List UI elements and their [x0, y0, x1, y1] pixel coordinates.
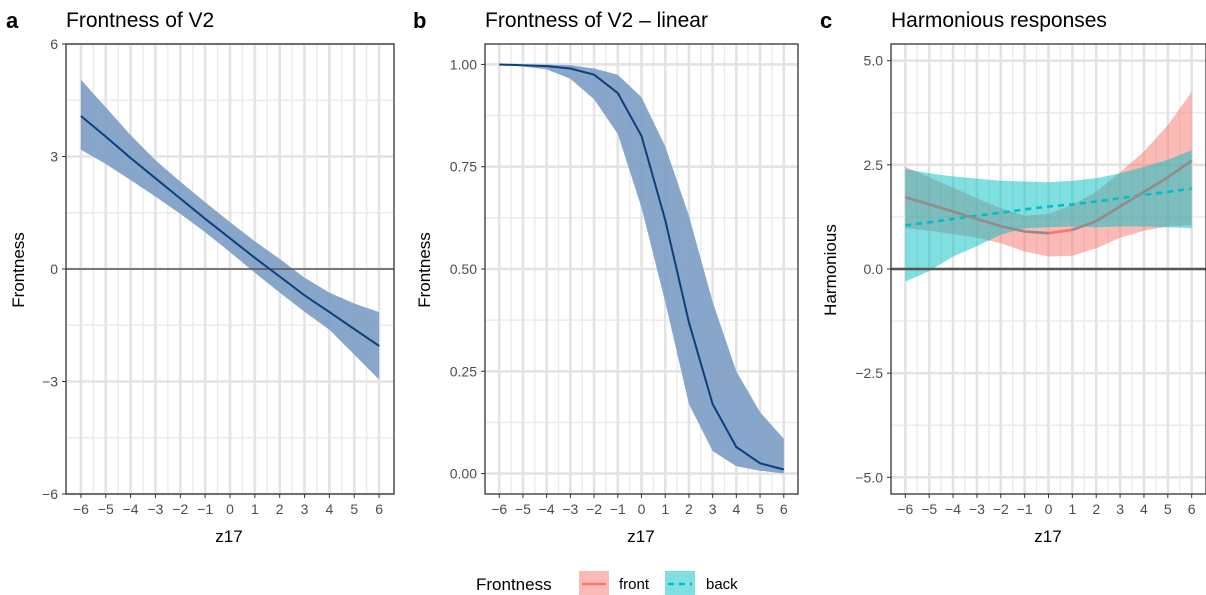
fit-line: [499, 63, 785, 471]
y-tick-label: 0.00: [450, 466, 477, 482]
x-tick-label: 3: [709, 501, 717, 517]
y-tick-label: 2.5: [864, 157, 884, 173]
y-tick-label: −6: [42, 486, 58, 502]
x-tick-label: 6: [375, 501, 383, 517]
x-tick-label: −2: [172, 501, 188, 517]
x-tick-label: 2: [1092, 501, 1100, 517]
x-tick-label: 5: [1164, 501, 1172, 517]
y-tick-label: 6: [50, 36, 58, 52]
x-tick-label: 2: [276, 501, 284, 517]
x-tick-label: −4: [945, 501, 961, 517]
y-tick-label: −3: [42, 374, 58, 390]
panel-b-ylabel: Frontness: [415, 232, 434, 308]
x-tick-label: 0: [226, 501, 234, 517]
x-tick-label: 6: [1188, 501, 1196, 517]
y-tick-label: 0.75: [450, 159, 477, 175]
y-tick-label: 0.0: [864, 261, 884, 277]
legend: Frontness front back: [476, 571, 738, 595]
x-tick-label: 5: [756, 501, 764, 517]
x-tick-label: 2: [685, 501, 693, 517]
y-tick-label: −2.5: [855, 365, 883, 381]
confidence-ribbon: [80, 79, 380, 380]
panel-a-ylabel: Frontness: [9, 232, 28, 308]
legend-title: Frontness: [476, 575, 552, 594]
panel-a-title: Frontness of V2: [66, 9, 214, 32]
x-tick-label: 3: [1116, 501, 1124, 517]
confidence-ribbon: [499, 64, 784, 474]
panel-c-ylabel: Harmonious: [821, 224, 840, 316]
x-tick-label: −3: [969, 501, 985, 517]
y-tick-label: 1.00: [450, 56, 477, 72]
panel-b-plot: −6 −5 −4 −3 −2 −1 0 1 2 3 4 5 6 0.00 0.25 0.50 0.75 1.00: [450, 43, 799, 517]
panel-c: c Harmonious responses Harmonious z17 −6…: [820, 8, 1206, 546]
ribbon-back: [905, 150, 1192, 282]
line-front-overlap-left: [904, 196, 1049, 235]
x-tick-label: 4: [732, 501, 740, 517]
x-tick-label: 4: [325, 501, 333, 517]
x-tick-label: 5: [350, 501, 358, 517]
x-tick-label: −1: [610, 501, 626, 517]
panel-b: b Frontness of V2 – linear Frontness z17…: [413, 8, 799, 546]
y-tick-label: 3: [50, 149, 58, 165]
panel-c-plot: −6 −5 −4 −3 −2 −1 0 1 2 3 4 5 6 −5.0 −2.5 0.0 2.5 5.0: [855, 43, 1206, 517]
x-tick-label: 3: [301, 501, 309, 517]
y-tick-label: 5.0: [864, 53, 884, 69]
panel-c-xlabel: z17: [1034, 527, 1061, 546]
x-tick-label: −3: [147, 501, 163, 517]
y-tick-label: −5.0: [855, 469, 883, 485]
y-tick-label: 0: [50, 261, 58, 277]
panel-a-letter: a: [6, 8, 19, 33]
x-tick-label: −5: [921, 501, 937, 517]
x-tick-label: −6: [491, 501, 507, 517]
x-tick-label: −4: [123, 501, 139, 517]
x-tick-label: −5: [515, 501, 531, 517]
line-front-overlap-right: [1071, 159, 1193, 232]
x-tick-label: 0: [638, 501, 646, 517]
x-tick-label: 0: [1045, 501, 1053, 517]
x-tick-label: −3: [562, 501, 578, 517]
fit-line: [80, 115, 380, 347]
x-tick-label: −1: [1017, 501, 1033, 517]
y-tick-label: 0.50: [450, 261, 477, 277]
y-tick-label: 0.25: [450, 363, 477, 379]
x-tick-label: 4: [1140, 501, 1148, 517]
x-tick-label: −2: [586, 501, 602, 517]
legend-label-back: back: [706, 576, 738, 593]
x-tick-label: 1: [661, 501, 669, 517]
panel-b-letter: b: [413, 8, 426, 33]
panel-c-title: Harmonious responses: [891, 9, 1107, 32]
line-back: [905, 187, 1192, 227]
x-tick-label: 6: [780, 501, 788, 517]
panel-a: a Frontness of V2 Frontness z17 −6 −5 −4 −3…: [6, 8, 395, 546]
panel-b-title: Frontness of V2 – linear: [485, 9, 708, 32]
panel-b-xlabel: z17: [627, 527, 654, 546]
x-tick-label: −4: [539, 501, 555, 517]
x-tick-label: 1: [251, 501, 259, 517]
legend-label-front: front: [619, 576, 650, 593]
x-tick-label: 1: [1068, 501, 1076, 517]
x-tick-label: −5: [98, 501, 114, 517]
panel-a-xlabel: z17: [215, 527, 242, 546]
panel-c-letter: c: [820, 8, 832, 33]
x-tick-label: −6: [897, 501, 913, 517]
x-tick-label: −1: [197, 501, 213, 517]
x-tick-label: −6: [73, 501, 89, 517]
x-tick-label: −2: [993, 501, 1009, 517]
